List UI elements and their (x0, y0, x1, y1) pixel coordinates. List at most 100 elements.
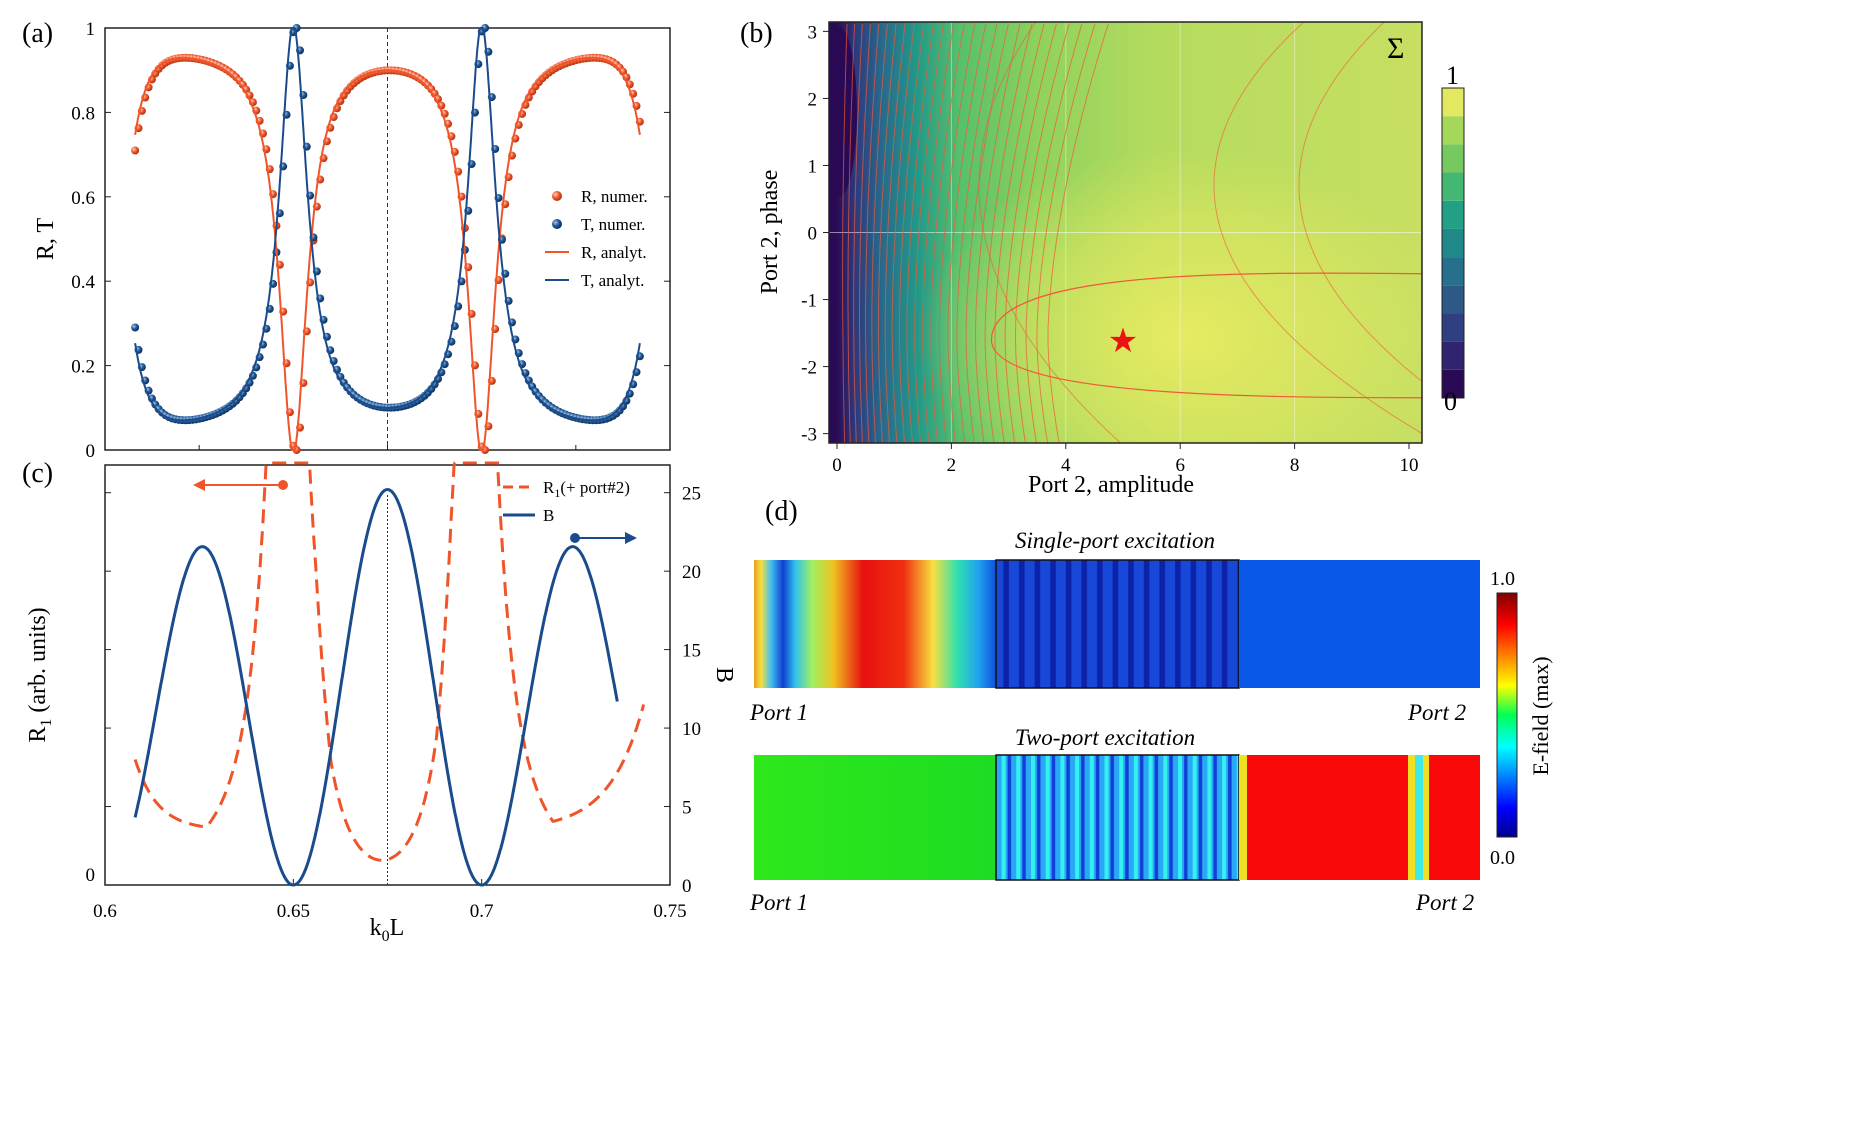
contour-line (994, 23, 1045, 443)
a-ytick-label: 1 (86, 19, 96, 40)
c-xtick-label: 0.65 (277, 901, 310, 922)
colorbar-level (1442, 285, 1464, 314)
contour-line (859, 23, 871, 443)
contour-line (938, 23, 976, 443)
contour-line (853, 23, 863, 443)
row2-band-c (1423, 755, 1429, 880)
b-ytick-label: 2 (808, 89, 818, 110)
panel-label-d: (d) (765, 496, 798, 527)
panel-c-ylabel-left: R1 (arb. units) (25, 607, 55, 742)
contour-outer (978, 22, 1122, 443)
legend-marker-r-numer (552, 191, 562, 201)
efield-colorbar-max: 1.0 (1490, 568, 1515, 590)
optimum-star: ★ (1108, 323, 1138, 360)
contour-line (1004, 23, 1057, 443)
colorbar-level (1442, 172, 1464, 201)
contour-line (956, 23, 998, 443)
efield-colorbar-label: E-field (max) (1528, 656, 1553, 775)
series-b-solid (133, 488, 619, 887)
contour-line (865, 23, 880, 443)
contour-outer (1298, 22, 1422, 383)
c-xtick-label: 0.75 (653, 901, 686, 922)
row1-port2-label: Port 2 (1407, 700, 1466, 725)
panel-a-ylabel: R, T (33, 218, 59, 261)
row2-left-field (754, 755, 996, 880)
b-xtick-label: 0 (832, 455, 842, 476)
contour-line (984, 23, 1033, 443)
c-xtick-label: 0.7 (470, 901, 494, 922)
c-xtick-label: 0.6 (93, 901, 117, 922)
panel-a: 0 0.2 0.4 0.6 0.8 1 R, T R, numer. T, numer. … (33, 19, 671, 462)
contour-line (1025, 23, 1083, 443)
panel-label-b: (b) (740, 18, 773, 49)
c-ytick-right-label: 15 (682, 641, 701, 662)
panel-d: Single-port excitation Port 1 Port 2 Two… (749, 528, 1553, 915)
colorbar-min-label: 0 (1444, 387, 1457, 416)
b-ytick-label: 0 (808, 224, 818, 245)
row1-left-field (754, 560, 996, 688)
panel-b-xlabel: Port 2, amplitude (1028, 472, 1194, 498)
colorbar-level (1442, 144, 1464, 173)
panel-b-ylabel: Port 2, phase (757, 170, 783, 295)
colorbar-level (1442, 200, 1464, 229)
colorbar-level (1442, 88, 1464, 117)
contour-line (884, 23, 906, 443)
legend-label-r1: R1(+ port#2) (543, 478, 630, 500)
point-r-numer (131, 146, 140, 155)
sigma-annotation: Σ (1387, 32, 1404, 65)
legend-label-b: B (543, 506, 554, 525)
contour-line (975, 23, 1021, 443)
b-xtick-label: 10 (1400, 455, 1419, 476)
b-xtick-label: 2 (947, 455, 957, 476)
a-ytick-label: 0.8 (71, 103, 95, 124)
row2-band-b (1415, 755, 1423, 880)
contour-line (842, 23, 848, 443)
a-ytick-label: 0.4 (71, 272, 95, 293)
arrow-r-to-left-axis (193, 479, 288, 491)
row2-slab (995, 754, 1240, 881)
efield-colorbar-min: 0.0 (1490, 847, 1515, 869)
c-ytick-right-label: 0 (682, 876, 692, 897)
colorbar-level (1442, 257, 1464, 286)
point-t-numer (131, 323, 140, 332)
c-ytick-right-label: 5 (682, 798, 692, 819)
row2-port1-label: Port 1 (749, 890, 808, 915)
panel-c-xlabel: k0L (370, 915, 405, 945)
contour-line (871, 23, 888, 443)
panel-c-legend: R1(+ port#2) B (503, 478, 630, 525)
c-ytick-right-label: 25 (682, 484, 701, 505)
contour-outer (1213, 22, 1422, 435)
series-r1-dashed (133, 461, 646, 862)
b-ytick-label: -3 (801, 425, 817, 446)
colorbar-frame (1441, 87, 1465, 399)
c-ytick-left-label: 0 (86, 865, 96, 886)
contour-line (930, 23, 965, 443)
b-ytick-label: 1 (808, 156, 818, 177)
c-ytick-right-label: 20 (682, 562, 701, 583)
panel-label-c: (c) (22, 458, 53, 489)
row1-title: Single-port excitation (1015, 528, 1215, 553)
row1-right-field (1239, 560, 1480, 688)
contour-line (906, 23, 934, 443)
contour-line (877, 23, 897, 443)
colorbar-max-label: 1 (1446, 61, 1459, 90)
contour-line (899, 23, 925, 443)
row2-yellow-edge (1239, 755, 1247, 880)
legend-label-t-numer: T, numer. (581, 215, 645, 234)
legend-label-t-analyt: T, analyt. (581, 271, 644, 290)
b-xtick-label: 8 (1290, 455, 1300, 476)
row2-band-a (1408, 755, 1415, 880)
row2-title: Two-port excitation (1015, 725, 1195, 750)
row2-port2-label: Port 2 (1415, 890, 1474, 915)
colorbar-level (1442, 228, 1464, 258)
contour-line (847, 23, 856, 443)
row1-port1-label: Port 1 (749, 700, 808, 725)
panel-c: 0.6 0.65 0.7 0.75 0 5 10 15 20 25 0 R1(+ port#2) B… (25, 461, 737, 945)
contour-line (1036, 23, 1096, 443)
contour-line (922, 23, 955, 443)
b-xtick-label: 4 (1061, 455, 1071, 476)
contour-line (1047, 23, 1109, 443)
contour-line (914, 23, 944, 443)
row2-right-field (1247, 755, 1480, 880)
